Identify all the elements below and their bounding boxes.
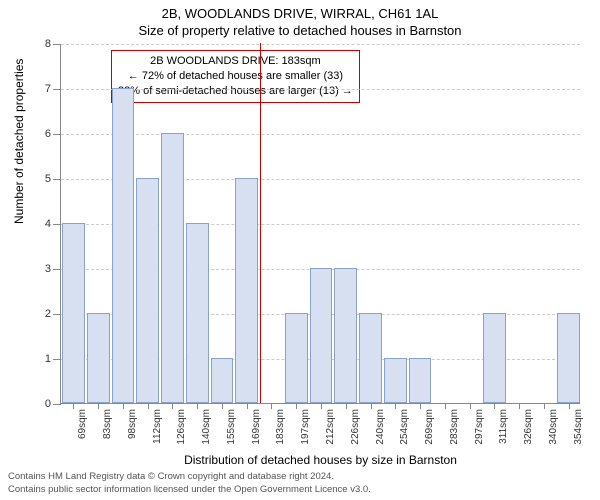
histogram-bar — [334, 268, 357, 403]
x-tick — [123, 403, 124, 409]
x-tick-label: 183sqm — [275, 409, 286, 445]
marker-info-box: 2B WOODLANDS DRIVE: 183sqm ← 72% of deta… — [111, 50, 360, 103]
x-tick — [73, 403, 74, 409]
histogram-bar — [136, 178, 159, 403]
x-tick-label: 326sqm — [523, 409, 534, 445]
x-tick — [470, 403, 471, 409]
x-tick-label: 340sqm — [548, 409, 559, 445]
x-tick-label: 226sqm — [350, 409, 361, 445]
y-axis-label: Number of detached properties — [12, 59, 26, 224]
x-tick — [172, 403, 173, 409]
y-tick-label: 1 — [45, 353, 61, 365]
y-tick-label: 3 — [45, 263, 61, 275]
histogram-bar — [483, 313, 506, 403]
histogram-bar — [310, 268, 333, 403]
histogram-bar — [557, 313, 580, 403]
info-line-3: 28% of semi-detached houses are larger (… — [118, 84, 353, 99]
x-tick — [420, 403, 421, 409]
x-tick — [247, 403, 248, 409]
histogram-bar — [186, 223, 209, 403]
x-tick-label: 155sqm — [226, 409, 237, 445]
x-tick — [346, 403, 347, 409]
y-tick-label: 0 — [45, 398, 61, 410]
x-tick — [271, 403, 272, 409]
x-tick-label: 240sqm — [375, 409, 386, 445]
info-line-1: 2B WOODLANDS DRIVE: 183sqm — [118, 54, 353, 69]
x-tick-label: 169sqm — [251, 409, 262, 445]
histogram-bar — [112, 88, 135, 403]
x-tick-label: 311sqm — [498, 409, 509, 444]
x-tick-label: 126sqm — [176, 409, 187, 445]
x-tick — [395, 403, 396, 409]
x-tick — [98, 403, 99, 409]
x-tick-label: 98sqm — [127, 409, 138, 439]
y-tick-label: 4 — [45, 218, 61, 230]
histogram-bar — [359, 313, 382, 403]
gridline — [61, 44, 580, 45]
chart-container: 2B, WOODLANDS DRIVE, WIRRAL, CH61 1AL Si… — [0, 0, 600, 500]
x-tick — [222, 403, 223, 409]
y-tick-label: 2 — [45, 308, 61, 320]
y-tick-label: 5 — [45, 173, 61, 185]
histogram-bar — [87, 313, 110, 403]
x-tick — [569, 403, 570, 409]
x-tick-label: 283sqm — [449, 409, 460, 445]
x-tick-label: 297sqm — [474, 409, 485, 445]
footer-line-2: Contains public sector information licen… — [8, 484, 592, 496]
chart-title-2: Size of property relative to detached ho… — [0, 21, 600, 38]
histogram-bar — [409, 358, 432, 403]
x-tick — [494, 403, 495, 409]
x-tick-label: 269sqm — [424, 409, 435, 445]
x-tick — [371, 403, 372, 409]
y-tick-label: 7 — [45, 83, 61, 95]
x-tick-label: 69sqm — [77, 409, 88, 439]
x-tick-label: 112sqm — [152, 409, 163, 444]
y-tick-label: 8 — [45, 38, 61, 50]
x-tick-label: 197sqm — [300, 409, 311, 445]
x-tick — [445, 403, 446, 409]
reference-line — [260, 43, 261, 403]
x-axis-label: Distribution of detached houses by size … — [61, 453, 580, 467]
footer-attribution: Contains HM Land Registry data © Crown c… — [8, 471, 592, 496]
footer-line-1: Contains HM Land Registry data © Crown c… — [8, 471, 592, 483]
histogram-bar — [211, 358, 234, 403]
info-line-2: ← 72% of detached houses are smaller (33… — [118, 69, 353, 84]
histogram-bar — [384, 358, 407, 403]
plot-area: 2B WOODLANDS DRIVE: 183sqm ← 72% of deta… — [60, 44, 580, 404]
x-tick-label: 354sqm — [573, 409, 584, 445]
x-tick-label: 212sqm — [325, 409, 336, 445]
histogram-bar — [62, 223, 85, 403]
x-tick — [197, 403, 198, 409]
chart-title-1: 2B, WOODLANDS DRIVE, WIRRAL, CH61 1AL — [0, 0, 600, 21]
x-tick-label: 254sqm — [399, 409, 410, 445]
histogram-bar — [161, 133, 184, 403]
x-tick — [321, 403, 322, 409]
x-tick — [296, 403, 297, 409]
histogram-bar — [285, 313, 308, 403]
y-tick-label: 6 — [45, 128, 61, 140]
x-tick-label: 83sqm — [102, 409, 113, 439]
gridline — [61, 134, 580, 135]
x-tick — [148, 403, 149, 409]
x-tick — [544, 403, 545, 409]
x-tick-label: 140sqm — [201, 409, 212, 445]
histogram-bar — [235, 178, 258, 403]
gridline — [61, 89, 580, 90]
x-tick — [519, 403, 520, 409]
